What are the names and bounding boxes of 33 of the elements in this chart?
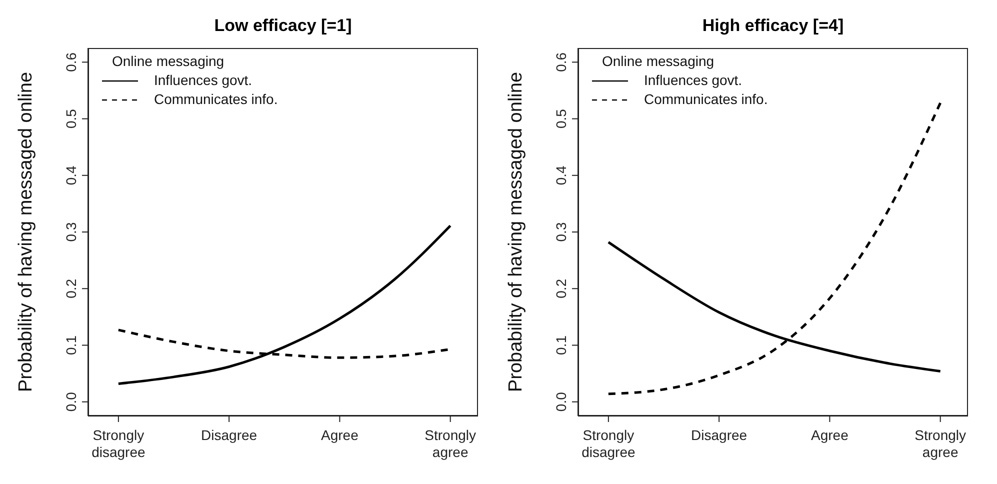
y-tick-label: 0.2 (63, 278, 79, 298)
y-tick-label: 0.0 (553, 392, 569, 412)
x-tick-label: Agree (811, 427, 849, 443)
y-axis-title: Probability of having messaged online (16, 72, 37, 392)
y-tick-label: 0.5 (63, 108, 79, 129)
x-tick-label: Strongly disagree (582, 427, 636, 460)
y-tick-label: 0.1 (63, 335, 79, 355)
x-tick-label: Disagree (201, 427, 258, 443)
y-axis-title: Probability of having messaged online (506, 72, 527, 392)
y-tick-label: 0.5 (553, 108, 569, 129)
legend-label: Communicates info. (154, 90, 278, 109)
y-tick-label: 0.3 (553, 222, 569, 242)
y-tick-label: 0.4 (553, 165, 569, 186)
x-tick-label: Agree (321, 427, 359, 443)
x-tick-label: Disagree (691, 427, 748, 443)
legend-title: Online messaging (601, 52, 716, 71)
legend-title: Online messaging (111, 52, 226, 71)
y-tick-label: 0.6 (63, 52, 79, 72)
y-tick-label: 0.0 (63, 392, 79, 412)
y-tick-label: 0.2 (553, 278, 569, 298)
legend-label: Influences govt. (154, 71, 252, 90)
legend-label: Communicates info. (644, 90, 768, 109)
y-tick-label: 0.4 (63, 165, 79, 186)
y-tick-label: 0.1 (553, 335, 569, 355)
chart-title: Low efficacy [=1] (213, 16, 353, 36)
y-tick-label: 0.6 (553, 52, 569, 72)
x-tick-label: Strongly disagree (92, 427, 146, 460)
chart-title: High efficacy [=4] (701, 16, 845, 36)
x-tick-label: Strongly agree (914, 427, 966, 460)
line-series (117, 224, 452, 385)
legend-label: Influences govt. (644, 71, 742, 90)
x-tick-label: Strongly agree (424, 427, 476, 460)
y-tick-label: 0.3 (63, 222, 79, 242)
